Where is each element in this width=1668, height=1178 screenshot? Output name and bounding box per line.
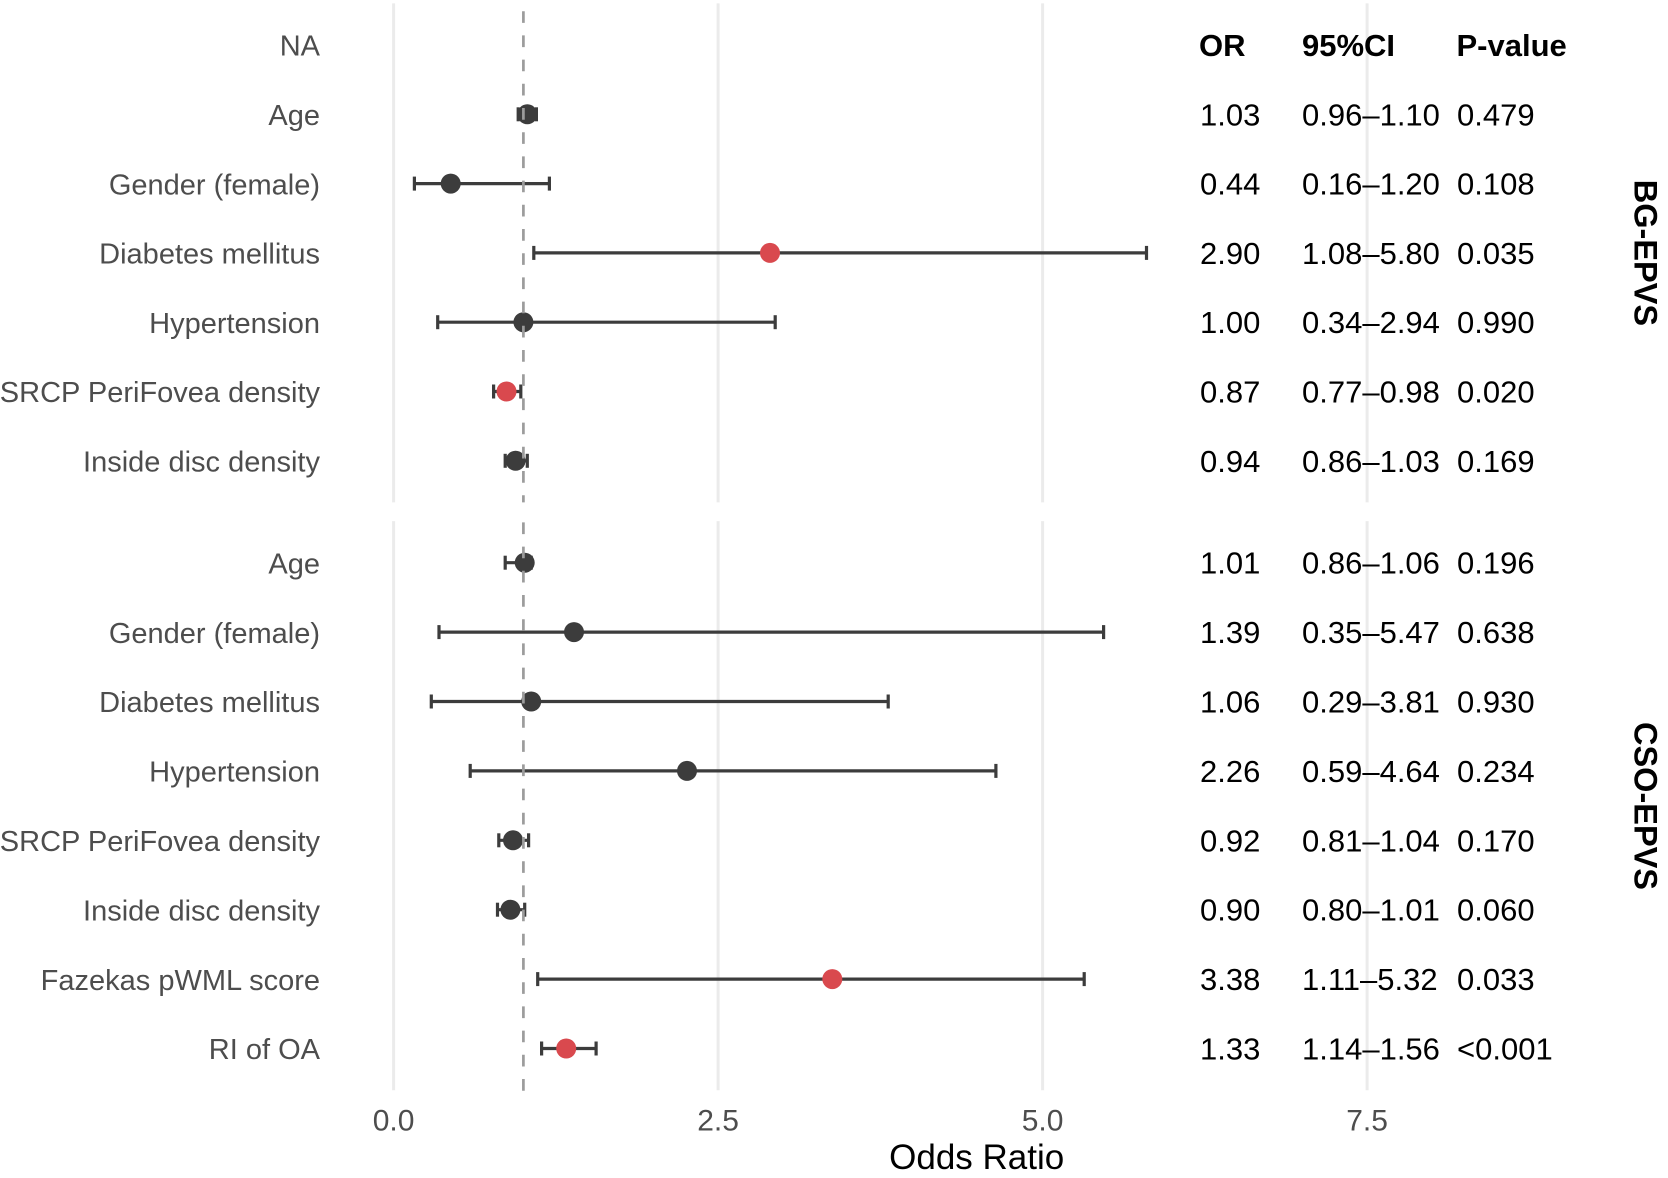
svg-text:0.169: 0.169 <box>1457 444 1535 479</box>
svg-text:2.26: 2.26 <box>1200 754 1260 789</box>
svg-text:7.5: 7.5 <box>1346 1105 1388 1138</box>
svg-text:0.86–1.06: 0.86–1.06 <box>1302 546 1440 581</box>
svg-text:0.86–1.03: 0.86–1.03 <box>1302 444 1440 479</box>
svg-text:P-value: P-value <box>1457 28 1567 63</box>
svg-text:1.39: 1.39 <box>1200 615 1260 650</box>
svg-text:1.33: 1.33 <box>1200 1032 1260 1067</box>
svg-text:0.033: 0.033 <box>1457 962 1535 997</box>
svg-text:0.234: 0.234 <box>1457 754 1535 789</box>
svg-text:CSO-EPVS: CSO-EPVS <box>1628 722 1664 890</box>
svg-text:0.930: 0.930 <box>1457 685 1535 720</box>
svg-text:1.03: 1.03 <box>1200 97 1260 132</box>
svg-text:0.96–1.10: 0.96–1.10 <box>1302 97 1440 132</box>
svg-text:0.59–4.64: 0.59–4.64 <box>1302 754 1440 789</box>
svg-text:Diabetes mellitus: Diabetes mellitus <box>99 239 320 271</box>
svg-text:5.0: 5.0 <box>1022 1105 1064 1138</box>
svg-text:OR: OR <box>1199 28 1246 63</box>
svg-text:1.00: 1.00 <box>1200 305 1260 340</box>
svg-text:NA: NA <box>280 31 321 63</box>
svg-text:Gender (female): Gender (female) <box>109 169 320 201</box>
svg-text:2.90: 2.90 <box>1200 236 1260 271</box>
svg-text:1.11–5.32: 1.11–5.32 <box>1302 962 1438 997</box>
svg-text:0.35–5.47: 0.35–5.47 <box>1302 615 1440 650</box>
svg-text:0.94: 0.94 <box>1200 444 1260 479</box>
svg-text:1.01: 1.01 <box>1200 546 1260 581</box>
svg-text:<0.001: <0.001 <box>1457 1032 1553 1067</box>
svg-text:0.34–2.94: 0.34–2.94 <box>1302 305 1440 340</box>
svg-text:0.060: 0.060 <box>1457 893 1535 928</box>
svg-text:Inside disc density: Inside disc density <box>83 895 320 927</box>
svg-text:0.196: 0.196 <box>1457 546 1535 581</box>
svg-text:0.638: 0.638 <box>1457 615 1535 650</box>
svg-text:0.81–1.04: 0.81–1.04 <box>1302 823 1440 858</box>
svg-text:0.44: 0.44 <box>1200 167 1260 202</box>
svg-text:0.990: 0.990 <box>1457 305 1535 340</box>
svg-text:Hypertension: Hypertension <box>149 757 320 789</box>
svg-text:Age: Age <box>268 100 320 132</box>
svg-text:Diabetes mellitus: Diabetes mellitus <box>99 687 320 719</box>
svg-text:95%CI: 95%CI <box>1302 28 1395 63</box>
svg-text:0.92: 0.92 <box>1200 823 1260 858</box>
svg-text:0.0: 0.0 <box>373 1105 415 1138</box>
svg-text:0.80–1.01: 0.80–1.01 <box>1302 893 1440 928</box>
svg-text:1.06: 1.06 <box>1200 685 1260 720</box>
svg-text:0.170: 0.170 <box>1457 823 1535 858</box>
svg-text:BG-EPVS: BG-EPVS <box>1628 180 1664 326</box>
svg-text:Fazekas pWML score: Fazekas pWML score <box>41 965 320 997</box>
svg-text:3.38: 3.38 <box>1200 962 1260 997</box>
svg-text:0.29–3.81: 0.29–3.81 <box>1302 685 1440 720</box>
svg-text:Odds Ratio: Odds Ratio <box>889 1138 1064 1177</box>
svg-text:0.87: 0.87 <box>1200 375 1260 410</box>
svg-text:0.90: 0.90 <box>1200 893 1260 928</box>
svg-text:1.08–5.80: 1.08–5.80 <box>1302 236 1440 271</box>
svg-text:SRCP PeriFovea density: SRCP PeriFovea density <box>0 826 320 858</box>
svg-text:0.16–1.20: 0.16–1.20 <box>1302 167 1440 202</box>
svg-text:RI of OA: RI of OA <box>209 1034 321 1066</box>
svg-text:2.5: 2.5 <box>697 1105 739 1138</box>
svg-text:0.479: 0.479 <box>1457 97 1535 132</box>
svg-text:SRCP PeriFovea density: SRCP PeriFovea density <box>0 377 320 409</box>
svg-text:0.020: 0.020 <box>1457 375 1535 410</box>
svg-text:Inside disc density: Inside disc density <box>83 447 320 479</box>
svg-text:0.77–0.98: 0.77–0.98 <box>1302 375 1440 410</box>
svg-text:Gender (female): Gender (female) <box>109 618 320 650</box>
svg-text:0.035: 0.035 <box>1457 236 1535 271</box>
svg-text:Age: Age <box>268 548 320 580</box>
svg-text:Hypertension: Hypertension <box>149 308 320 340</box>
svg-text:1.14–1.56: 1.14–1.56 <box>1302 1032 1440 1067</box>
svg-text:0.108: 0.108 <box>1457 167 1535 202</box>
